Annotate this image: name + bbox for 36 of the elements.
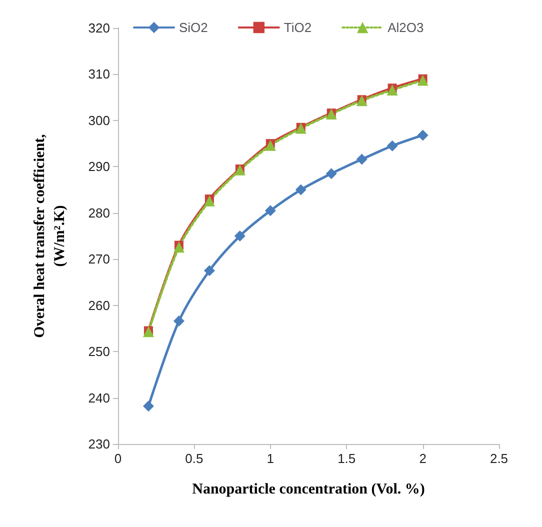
point [417,130,428,141]
legend-label: Al2O3 [388,20,424,35]
point [173,242,184,253]
y-tick-label: 300 [88,112,110,128]
x-tick-label: 0.5 [185,451,204,466]
x-tick-label: 1.5 [338,451,356,466]
point [417,74,428,86]
y-tick-label: 290 [88,159,110,174]
point [264,205,276,216]
y-axis-title: Overal heat transfer coefficient, (W/m².K) [32,134,68,338]
point [204,265,215,276]
y-tick-label: 280 [88,205,110,220]
y-tick-label: 230 [88,436,110,452]
y-tick-label: 320 [88,20,110,36]
point [295,184,306,196]
x-tick-label: 2.5 [490,451,508,466]
point [142,400,154,412]
point [356,154,368,165]
y-tick-label: 260 [88,298,110,313]
x-tick-label: 2 [419,451,426,466]
y-tick-label: 240 [88,390,110,406]
y-tick-label: 310 [88,66,110,82]
y-tick-label: 270 [88,252,110,267]
point [386,140,398,152]
point [234,230,246,242]
x-tick-label: 1 [266,451,274,466]
legend-label: TiO2 [284,20,312,35]
x-axis-title: Nanoparticle concentration (Vol. %) [192,482,425,498]
y-tick-label: 250 [88,344,110,360]
point [386,84,398,96]
point [264,140,276,151]
point [326,168,337,180]
x-tick-label: 0 [114,451,122,466]
point [204,195,215,206]
point [173,316,184,327]
legend-label: SiO2 [179,20,208,35]
